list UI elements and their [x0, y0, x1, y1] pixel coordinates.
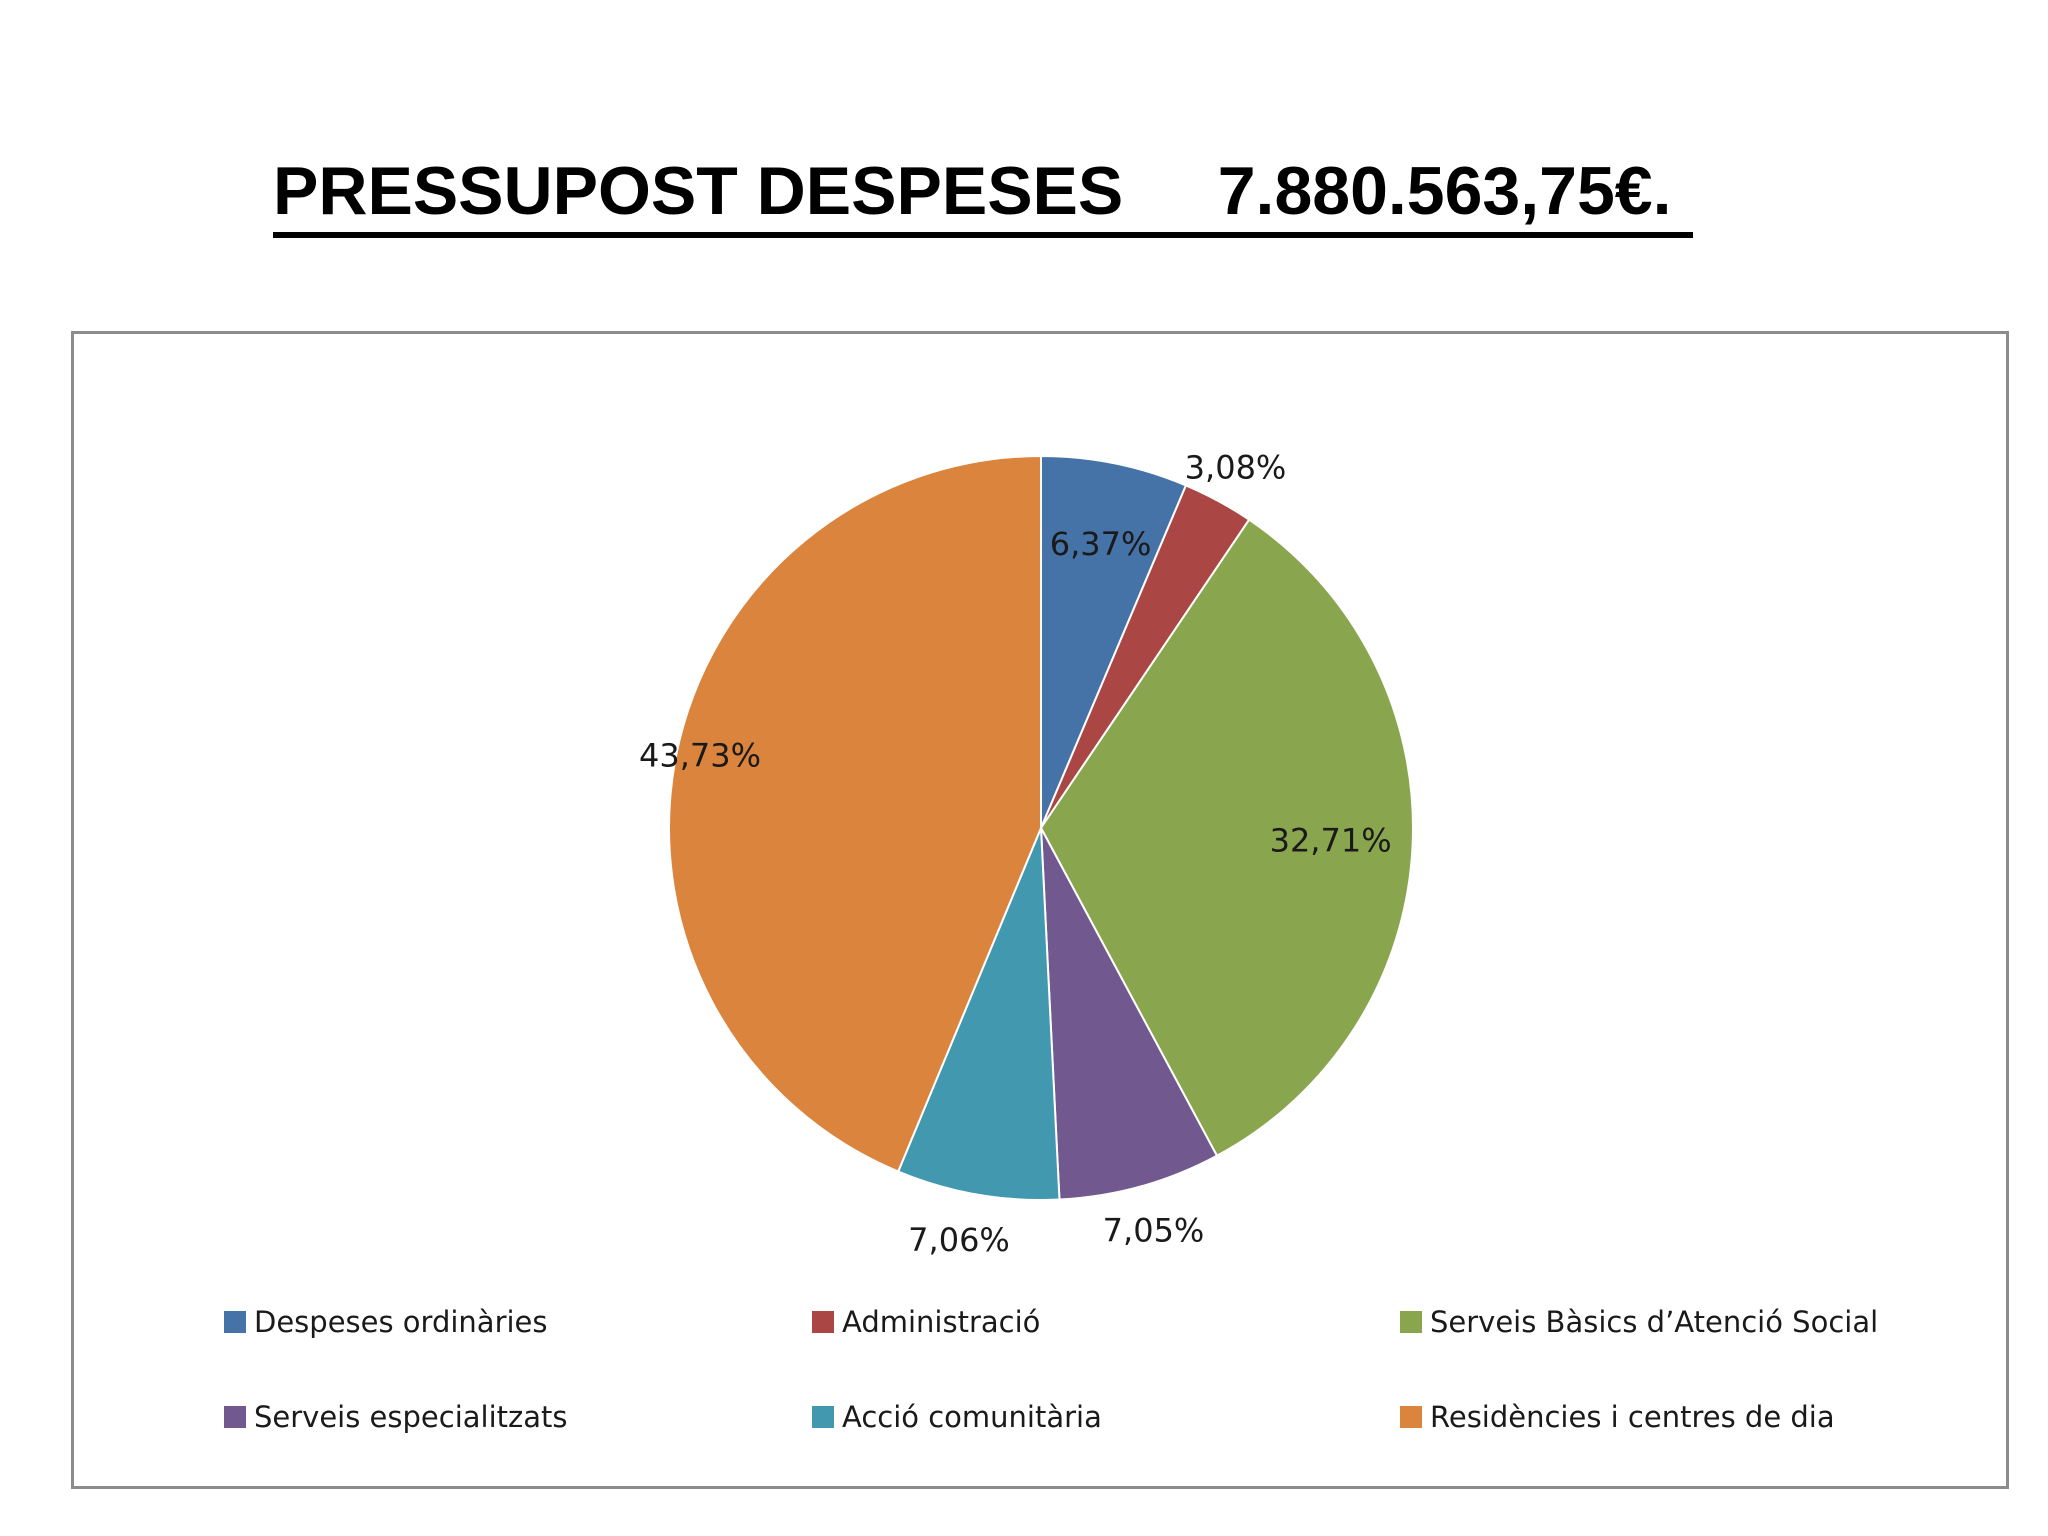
legend-label: Residències i centres de dia — [1430, 1400, 1835, 1434]
slice-data-label: 7,05% — [1103, 1212, 1205, 1250]
legend-swatch — [1400, 1311, 1422, 1333]
page-title: PRESSUPOST DESPESES 7.880.563,75€. — [273, 150, 1694, 238]
legend-swatch — [224, 1311, 246, 1333]
legend-item-serveis-basics: Serveis Bàsics d’Atenció Social — [1400, 1302, 1878, 1342]
slice-data-label: 32,71% — [1270, 822, 1392, 860]
chart-frame: 6,37% 3,08% 32,71% 7,05% 7,06% 43,73% Despese… — [71, 331, 2009, 1489]
pie-slice — [1039, 518, 1414, 1158]
legend-item-accio-comunitaria: Acció comunitària — [812, 1397, 1102, 1437]
legend-item-serveis-especialitzats: Serveis especialitzats — [224, 1397, 568, 1437]
legend-label: Serveis especialitzats — [254, 1400, 568, 1434]
legend-label: Serveis Bàsics d’Atenció Social — [1430, 1305, 1879, 1339]
legend-label: Despeses ordinàries — [254, 1305, 548, 1339]
slice-data-label: 6,37% — [1050, 525, 1152, 563]
slice-data-label: 7,06% — [908, 1221, 1010, 1259]
pie-chart: 6,37% 3,08% 32,71% 7,05% 7,06% 43,73% — [639, 448, 1414, 1259]
slice-data-label: 3,08% — [1185, 448, 1287, 486]
pie-slice — [1040, 454, 1188, 829]
legend-swatch — [1400, 1406, 1422, 1428]
pie-slice — [668, 454, 1042, 1173]
pie-slice — [1040, 827, 1219, 1201]
legend-item-administracio: Administració — [812, 1302, 1040, 1342]
pie-slice — [896, 827, 1061, 1201]
chart-legend: Despeses ordinàries Administració Servei… — [224, 1294, 1924, 1444]
legend-label: Acció comunitària — [842, 1400, 1102, 1434]
legend-swatch — [224, 1406, 246, 1428]
legend-item-residencies: Residències i centres de dia — [1400, 1397, 1835, 1437]
slice-data-label: 43,73% — [639, 737, 761, 775]
legend-label: Administració — [842, 1305, 1041, 1339]
legend-swatch — [812, 1311, 834, 1333]
legend-item-despeses-ordinaries: Despeses ordinàries — [224, 1302, 548, 1342]
legend-swatch — [812, 1406, 834, 1428]
